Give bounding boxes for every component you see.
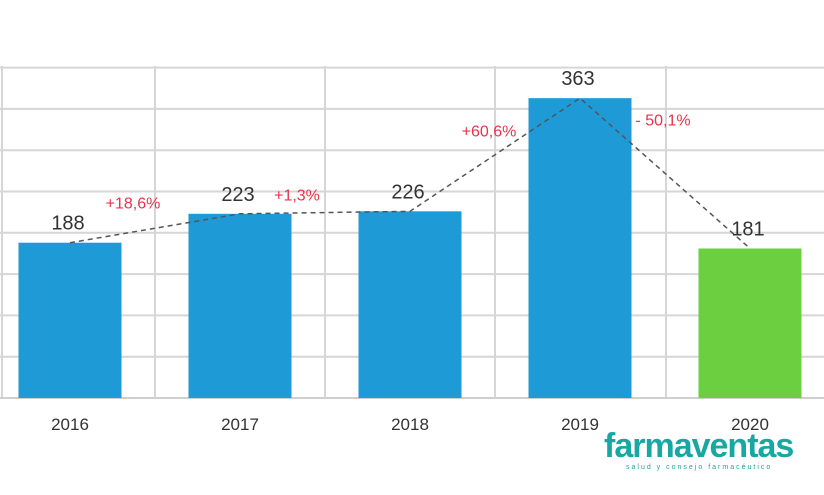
value-label-2019: 363	[561, 68, 594, 90]
change-label-4: - 50,1%	[635, 112, 690, 129]
change-label-1: +18,6%	[106, 195, 161, 212]
bar-2020	[698, 248, 802, 398]
bar-2016	[18, 242, 122, 398]
logo-name: farmaventas	[604, 427, 794, 465]
value-label-2016: 188	[51, 213, 84, 235]
x-axis-tick-labels: 2016 2017 2018 2019 2020	[51, 415, 769, 434]
change-labels: +18,6% +1,3% +60,6% - 50,1%	[106, 112, 691, 212]
x-tick-2017: 2017	[221, 415, 259, 434]
trend-line	[69, 97, 751, 250]
farmaventas-logo: farmaventas salud y consejo farmacéutico	[604, 428, 804, 478]
change-label-2: +1,3%	[274, 188, 320, 205]
bar-2019	[528, 98, 632, 399]
x-tick-2016: 2016	[51, 415, 89, 434]
value-label-2017: 223	[221, 184, 254, 206]
x-tick-2020: 2020	[731, 415, 769, 434]
value-label-2018: 226	[391, 181, 424, 203]
value-label-2020: 181	[731, 218, 764, 240]
x-tick-2019: 2019	[561, 415, 599, 434]
change-label-3: +60,6%	[462, 124, 517, 141]
bar-2018	[358, 211, 462, 398]
value-labels: 188 223 226 363 181	[51, 68, 764, 240]
bar-2017	[188, 213, 292, 398]
x-tick-2018: 2018	[391, 415, 429, 434]
bars	[18, 98, 802, 399]
logo-tagline: salud y consejo farmacéutico	[626, 464, 773, 471]
